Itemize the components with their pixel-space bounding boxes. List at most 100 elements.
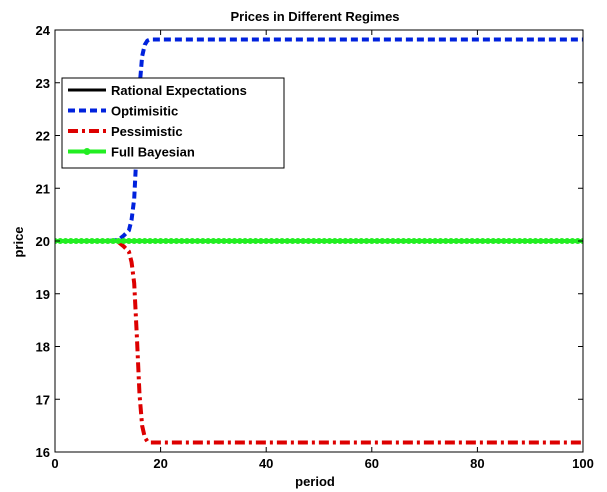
data-point-full-bayesian bbox=[316, 238, 322, 244]
data-point-full-bayesian bbox=[511, 238, 518, 244]
data-point-full-bayesian bbox=[537, 238, 544, 244]
data-point-full-bayesian bbox=[110, 238, 117, 244]
data-point-full-bayesian bbox=[247, 238, 254, 244]
data-point-full-bayesian bbox=[268, 238, 275, 244]
data-point-full-bayesian bbox=[147, 238, 154, 244]
data-point-full-bayesian bbox=[168, 238, 175, 244]
data-point-full-bayesian bbox=[57, 238, 64, 244]
data-point-full-bayesian bbox=[516, 238, 523, 244]
data-point-full-bayesian bbox=[289, 238, 296, 244]
y-tick-label: 21 bbox=[36, 181, 50, 196]
data-point-full-bayesian bbox=[194, 238, 201, 244]
data-point-full-bayesian bbox=[257, 238, 264, 244]
data-point-full-bayesian bbox=[326, 238, 333, 244]
data-point-full-bayesian bbox=[421, 238, 428, 244]
data-point-full-bayesian bbox=[210, 238, 217, 244]
data-point-full-bayesian bbox=[411, 238, 418, 244]
data-point-full-bayesian bbox=[352, 238, 359, 244]
data-point-full-bayesian bbox=[484, 238, 491, 244]
data-point-full-bayesian bbox=[432, 238, 439, 244]
data-point-full-bayesian bbox=[553, 238, 560, 244]
data-point-full-bayesian bbox=[115, 238, 122, 244]
data-point-full-bayesian bbox=[131, 238, 138, 244]
data-point-full-bayesian bbox=[99, 238, 106, 244]
y-tick-label: 19 bbox=[36, 287, 50, 302]
data-point-full-bayesian bbox=[437, 238, 444, 244]
data-point-full-bayesian bbox=[252, 238, 259, 244]
data-point-full-bayesian bbox=[379, 238, 386, 244]
y-tick-label: 23 bbox=[36, 76, 50, 91]
data-point-full-bayesian bbox=[83, 238, 90, 244]
series-markers-full-bayesian bbox=[55, 238, 583, 244]
data-point-full-bayesian bbox=[242, 238, 249, 244]
data-point-full-bayesian bbox=[273, 238, 280, 244]
data-point-full-bayesian bbox=[62, 238, 69, 244]
data-point-full-bayesian bbox=[321, 238, 328, 244]
data-point-full-bayesian bbox=[474, 238, 481, 244]
legend-label-pessimistic: Pessimistic bbox=[111, 124, 183, 139]
data-point-full-bayesian bbox=[220, 238, 227, 244]
data-point-full-bayesian bbox=[184, 238, 190, 244]
data-point-full-bayesian bbox=[368, 238, 375, 244]
y-tick-label: 20 bbox=[36, 234, 50, 249]
plot-area bbox=[55, 37, 583, 445]
data-point-full-bayesian bbox=[490, 238, 497, 244]
data-point-full-bayesian bbox=[564, 238, 571, 244]
y-tick-label: 16 bbox=[36, 445, 50, 460]
x-tick-label: 80 bbox=[470, 456, 484, 471]
data-point-full-bayesian bbox=[416, 238, 423, 244]
data-point-full-bayesian bbox=[178, 238, 185, 244]
data-point-full-bayesian bbox=[347, 238, 354, 244]
data-point-full-bayesian bbox=[558, 238, 565, 244]
data-point-full-bayesian bbox=[215, 238, 222, 244]
y-tick-label: 18 bbox=[36, 340, 50, 355]
data-point-full-bayesian bbox=[495, 238, 502, 244]
data-point-full-bayesian bbox=[141, 238, 148, 244]
y-axis-label: price bbox=[11, 226, 26, 257]
series-group bbox=[55, 37, 583, 445]
data-point-full-bayesian bbox=[548, 238, 555, 244]
data-point-full-bayesian bbox=[284, 238, 291, 244]
y-tick-label: 17 bbox=[36, 392, 50, 407]
x-tick-label: 40 bbox=[259, 456, 273, 471]
data-point-full-bayesian bbox=[358, 238, 365, 244]
data-point-full-bayesian bbox=[342, 238, 349, 244]
data-point-full-bayesian bbox=[263, 238, 270, 244]
data-point-full-bayesian bbox=[453, 238, 460, 244]
data-point-full-bayesian bbox=[73, 238, 80, 244]
data-point-full-bayesian bbox=[331, 238, 338, 244]
data-point-full-bayesian bbox=[374, 238, 381, 244]
data-point-full-bayesian bbox=[532, 238, 539, 244]
data-point-full-bayesian bbox=[363, 238, 370, 244]
data-point-full-bayesian bbox=[521, 238, 528, 244]
y-tick-label: 24 bbox=[36, 23, 51, 38]
data-point-full-bayesian bbox=[231, 238, 238, 244]
data-point-full-bayesian bbox=[310, 238, 317, 244]
x-tick-label: 0 bbox=[51, 456, 58, 471]
data-point-full-bayesian bbox=[78, 238, 85, 244]
data-point-full-bayesian bbox=[294, 238, 301, 244]
x-tick-label: 60 bbox=[365, 456, 379, 471]
data-point-full-bayesian bbox=[67, 238, 74, 244]
data-point-full-bayesian bbox=[395, 238, 402, 244]
chart-title: Prices in Different Regimes bbox=[230, 9, 399, 24]
data-point-full-bayesian bbox=[448, 238, 454, 244]
data-point-full-bayesian bbox=[205, 238, 212, 244]
x-tick-label: 20 bbox=[153, 456, 167, 471]
y-tick-label: 22 bbox=[36, 129, 50, 144]
data-point-full-bayesian bbox=[442, 238, 449, 244]
data-point-full-bayesian bbox=[384, 238, 391, 244]
data-point-full-bayesian bbox=[506, 238, 513, 244]
data-point-full-bayesian bbox=[189, 238, 196, 244]
data-point-full-bayesian bbox=[173, 238, 180, 244]
data-point-full-bayesian bbox=[500, 238, 507, 244]
data-point-full-bayesian bbox=[152, 238, 159, 244]
data-point-full-bayesian bbox=[226, 238, 233, 244]
data-point-full-bayesian bbox=[337, 238, 344, 244]
data-point-full-bayesian bbox=[162, 238, 169, 244]
legend-label-optimisitic: Optimisitic bbox=[111, 104, 178, 119]
data-point-full-bayesian bbox=[300, 238, 307, 244]
data-point-full-bayesian bbox=[199, 238, 206, 244]
